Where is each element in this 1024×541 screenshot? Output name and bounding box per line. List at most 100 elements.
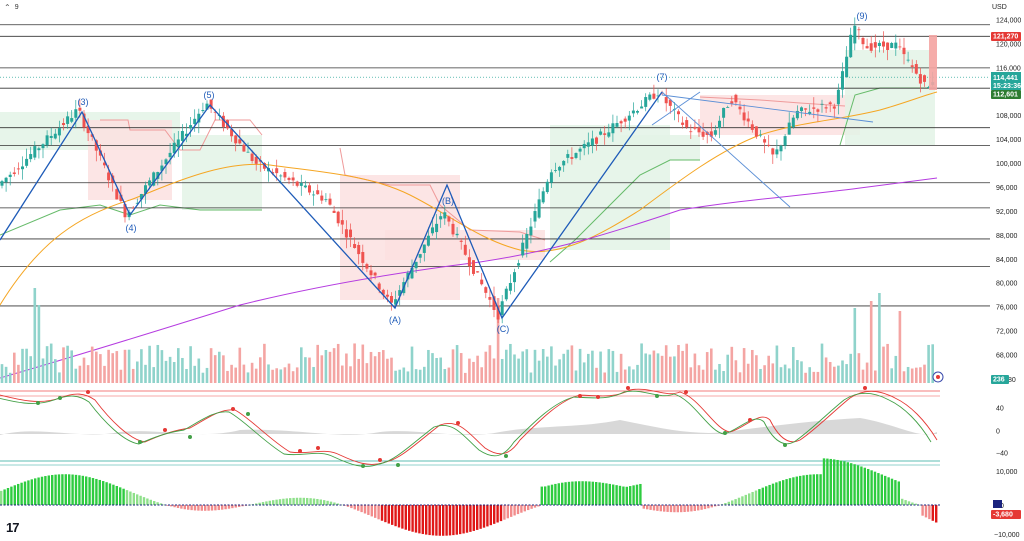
macd-bar: [622, 486, 625, 505]
volume-bar: [841, 360, 844, 383]
candle-body: [795, 110, 799, 119]
macd-histogram: [0, 458, 940, 536]
candle-body: [361, 252, 365, 263]
macd-bar: [843, 461, 846, 505]
candle-body: [418, 254, 422, 258]
macd-bar: [170, 505, 173, 507]
volume-bar: [177, 348, 180, 383]
macd-bar: [877, 473, 880, 505]
macd-bar: [98, 479, 101, 505]
volume-bar: [431, 353, 434, 383]
volume-bar: [271, 369, 274, 383]
volume-bar: [792, 347, 795, 383]
candle-body: [677, 111, 680, 115]
macd-bar: [323, 500, 326, 505]
candle-body: [791, 117, 795, 128]
macd-bar: [421, 505, 424, 535]
volume-bar: [377, 352, 381, 383]
candle-body: [213, 111, 217, 113]
volume-bar: [267, 364, 270, 383]
macd-bar: [333, 502, 336, 505]
volume-bar: [623, 369, 627, 383]
volume-bar: [287, 363, 291, 383]
volume-bar: [693, 353, 697, 383]
currency-label[interactable]: USD: [992, 4, 1007, 11]
wave-label-7: (9): [857, 11, 868, 21]
candle-body: [615, 123, 619, 127]
macd-bar: [880, 474, 883, 505]
macd-bar: [935, 505, 938, 523]
macd-bar: [856, 465, 860, 505]
candle-body: [652, 93, 656, 99]
ichimoku-cloud: [0, 38, 937, 300]
candle-body: [627, 115, 631, 121]
price-tick: 124,000: [996, 18, 1021, 25]
volume-bar: [99, 354, 102, 383]
chart-menu[interactable]: ⌃ 9: [4, 3, 19, 12]
candle-body: [242, 144, 246, 152]
volume-bar: [509, 343, 512, 383]
macd-bar: [472, 505, 475, 531]
macd-bar: [476, 505, 479, 530]
volume-bar: [402, 367, 406, 383]
volume-bar: [738, 372, 742, 383]
macd-bar: [319, 499, 322, 505]
candle-body: [890, 43, 894, 48]
wave-label-3: (A): [389, 315, 401, 325]
candle-body: [250, 153, 254, 161]
macd-bar: [567, 481, 571, 505]
volume-bar: [234, 367, 237, 383]
volume-bar: [931, 344, 934, 383]
badge-last-price: 114,441: [993, 75, 1018, 82]
volume-bar: [664, 345, 668, 383]
macd-bar: [703, 505, 707, 510]
volume-bar: [861, 369, 865, 383]
candle-body: [160, 165, 164, 171]
volume-bar: [677, 344, 680, 383]
osc-tick: −40: [996, 451, 1008, 458]
macd-bar: [47, 475, 50, 505]
candle-body: [62, 123, 65, 126]
volume-bar: [894, 355, 898, 383]
candle-body: [668, 99, 672, 106]
volume-bar: [779, 367, 783, 383]
volume-bar: [669, 356, 672, 383]
macd-bar: [292, 497, 295, 505]
volume-bar: [882, 346, 885, 383]
macd-bar: [700, 505, 703, 510]
volume-bar: [435, 358, 438, 383]
candle-body: [648, 94, 652, 100]
volume-bar: [582, 362, 586, 383]
macd-bar: [829, 458, 832, 505]
macd-bar: [380, 505, 384, 521]
macd-bar: [819, 474, 822, 505]
macd-bar: [74, 474, 78, 505]
badge-volume-bg: [991, 375, 1009, 384]
macd-bar: [608, 483, 611, 505]
candle-body: [849, 34, 853, 58]
volume-bar: [783, 364, 787, 383]
collapse-chevron-icon[interactable]: ⌃: [4, 3, 11, 12]
volume-bar: [140, 349, 143, 383]
volume-bar: [517, 358, 520, 383]
volume-bar: [369, 351, 373, 383]
macd-bar: [527, 505, 530, 511]
macd-bar: [901, 498, 904, 505]
volume-bar: [468, 358, 471, 383]
volume-bar: [103, 365, 106, 383]
volume-bar: [771, 363, 775, 383]
candle-body: [279, 175, 283, 177]
candle-body: [53, 133, 57, 139]
candle-body: [521, 242, 525, 256]
macd-bar: [71, 474, 74, 505]
macd-bar: [673, 505, 676, 513]
candle-body: [623, 118, 627, 122]
candle-body: [107, 172, 111, 181]
volume-bar: [775, 345, 779, 383]
candle-body: [918, 74, 922, 84]
macd-bar: [792, 477, 795, 505]
volume-bar: [148, 345, 151, 383]
volume-bar: [742, 348, 746, 383]
volume-bar: [718, 363, 721, 383]
